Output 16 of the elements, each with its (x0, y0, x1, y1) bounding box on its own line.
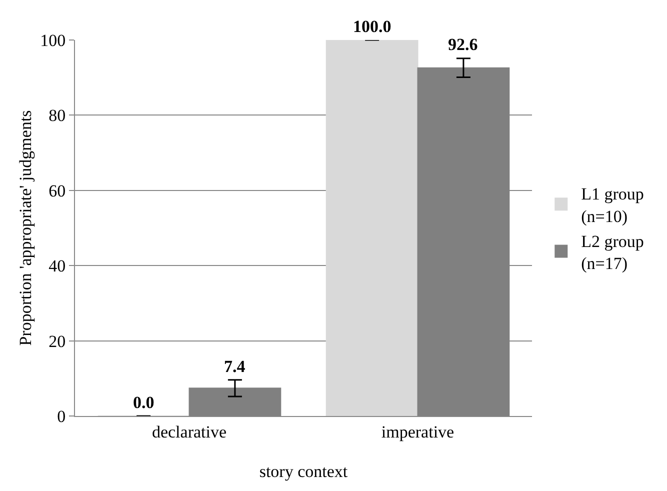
y-tick-label: 0 (57, 406, 66, 426)
y-tick-label: 40 (48, 256, 66, 276)
data-label: 92.6 (448, 35, 478, 54)
x-tick-label: declarative (152, 422, 227, 442)
y-tick-label: 100 (40, 30, 66, 50)
x-axis-title: story context (259, 462, 348, 481)
x-tick-label: imperative (381, 422, 454, 442)
data-label: 7.4 (224, 357, 246, 376)
legend-label: L2 group (n=17) (581, 232, 644, 273)
legend-label: L1 group (n=10) (581, 184, 644, 226)
y-axis-title: Proportion 'appropriate' judgments (16, 110, 35, 346)
y-tick-label: 60 (48, 181, 66, 200)
data-label: 100.0 (353, 17, 392, 36)
data-label: 0.0 (133, 393, 154, 412)
y-tick-label: 20 (48, 332, 66, 351)
y-tick-label: 80 (48, 106, 66, 126)
